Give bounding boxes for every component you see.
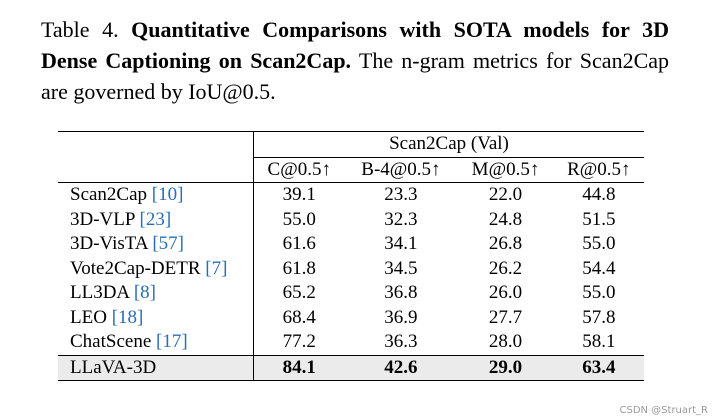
citation-link[interactable]: [7] (205, 257, 228, 279)
table-row: LEO [18] 68.4 36.9 27.7 57.8 (58, 305, 644, 330)
value-cell: 23.3 (344, 182, 458, 208)
group-header: Scan2Cap (Val) (253, 131, 644, 157)
method-cell: Vote2Cap-DETR [7] (58, 256, 254, 281)
method-name: 3D-VisTA (70, 233, 148, 254)
value-cell: 29.0 (457, 354, 554, 381)
column-header-row: C@0.5↑ B-4@0.5↑ M@0.5↑ R@0.5↑ (58, 156, 644, 183)
value-cell: 34.5 (384, 257, 418, 279)
column-header: M@0.5↑ (457, 156, 554, 183)
method-name: LLaVA-3D (70, 356, 157, 378)
value-cell: 77.2 (282, 331, 316, 352)
method-cell: Scan2Cap [10] (58, 182, 254, 208)
citation-link[interactable]: [8] (133, 282, 157, 303)
table-row: 3D-VisTA [57] 61.6 34.1 26.8 55.0 (58, 232, 644, 257)
highlighted-row: LLaVA-3D 84.1 42.6 29.0 63.4 (58, 354, 644, 381)
column-header: R@0.5↑ (553, 156, 644, 183)
watermark: CSDN @Struart_R (619, 405, 708, 416)
value-cell: 28.0 (488, 331, 523, 352)
value-cell: 36.9 (384, 306, 418, 328)
citation-link[interactable]: [10] (151, 184, 184, 205)
method-name: Scan2Cap (70, 184, 148, 205)
method-name: 3D-VLP (70, 208, 135, 230)
results-table: Scan2Cap (Val) C@0.5↑ B-4@0.5↑ M@0.5↑ R@… (58, 131, 644, 381)
value-cell: 22.0 (457, 182, 554, 208)
table-row: ChatScene [17] 77.2 36.3 28.0 58.1 (58, 330, 644, 355)
value-cell: 51.5 (582, 208, 616, 230)
table-row: Vote2Cap-DETR [7] 61.8 34.5 26.2 54.4 (58, 256, 644, 281)
method-cell: ChatScene [17] (58, 330, 254, 355)
value-cell: 42.6 (344, 354, 458, 381)
group-header-row: Scan2Cap (Val) (58, 131, 644, 157)
method-cell: LL3DA [8] (58, 281, 254, 306)
citation-link[interactable]: [18] (111, 306, 144, 328)
value-cell: 65.2 (282, 282, 316, 303)
method-name: LL3DA (70, 282, 130, 303)
value-cell: 58.1 (582, 331, 616, 352)
empty-header-cell (58, 131, 254, 157)
column-header: C@0.5↑ (253, 156, 345, 183)
table-row: LL3DA [8] 65.2 36.8 26.0 55.0 (58, 281, 644, 306)
value-cell: 61.6 (282, 233, 316, 254)
caption-label: Table 4. (41, 17, 119, 42)
method-name: LEO (70, 306, 107, 328)
caption-description: The n-gram metrics for Scan2Cap are gove… (41, 48, 670, 104)
method-cell: 3D-VisTA [57] (58, 232, 254, 257)
method-name: ChatScene (70, 331, 152, 352)
table-row: 3D-VLP [23] 55.0 32.3 24.8 51.5 (58, 207, 644, 232)
value-cell: 26.8 (488, 233, 523, 254)
value-cell: 44.8 (553, 182, 644, 208)
method-cell: LLaVA-3D (58, 354, 254, 381)
value-cell: 68.4 (282, 306, 316, 328)
value-cell: 39.1 (253, 182, 345, 208)
column-header: B-4@0.5↑ (344, 156, 458, 183)
value-cell: 34.1 (384, 233, 418, 254)
value-cell: 27.7 (488, 306, 523, 328)
value-cell: 84.1 (253, 354, 345, 381)
value-cell: 26.2 (488, 257, 523, 279)
value-cell: 54.4 (582, 257, 616, 279)
group-header-label: Scan2Cap (Val) (389, 133, 509, 154)
value-cell: 36.8 (384, 282, 418, 303)
value-cell: 36.3 (384, 331, 418, 352)
citation-link[interactable]: [23] (139, 208, 172, 230)
value-cell: 61.8 (282, 257, 316, 279)
table-row: Scan2Cap [10] 39.1 23.3 22.0 44.8 (58, 182, 644, 208)
results-table-wrapper: Scan2Cap (Val) C@0.5↑ B-4@0.5↑ M@0.5↑ R@… (58, 131, 644, 381)
value-cell: 55.0 (582, 282, 616, 303)
value-cell: 55.0 (582, 233, 616, 254)
value-cell: 63.4 (553, 354, 644, 381)
value-cell: 57.8 (582, 306, 616, 328)
method-cell: 3D-VLP [23] (58, 207, 254, 232)
citation-link[interactable]: [57] (152, 233, 184, 254)
method-name: Vote2Cap-DETR (70, 257, 201, 279)
value-cell: 32.3 (384, 208, 418, 230)
table-caption: Table 4. Quantitative Comparisons with S… (41, 14, 669, 107)
value-cell: 55.0 (282, 208, 316, 230)
value-cell: 26.0 (488, 282, 523, 303)
value-cell: 24.8 (488, 208, 523, 230)
empty-header-cell (58, 157, 254, 183)
citation-link[interactable]: [17] (156, 331, 188, 352)
caption-title: Quantitative Comparisons with SOTA model… (41, 17, 669, 73)
method-cell: LEO [18] (58, 305, 254, 330)
